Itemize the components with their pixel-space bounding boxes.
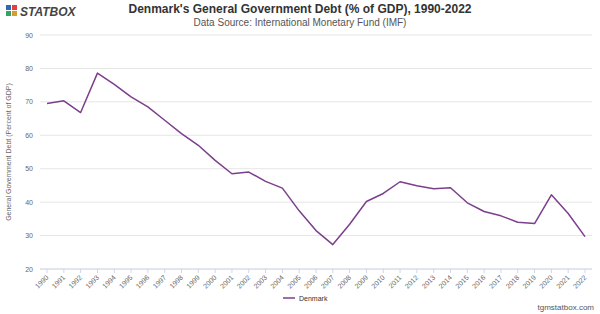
- logo: STATBOX: [6, 5, 77, 19]
- y-tick-label: 20: [25, 266, 33, 273]
- x-tick: [164, 269, 165, 273]
- y-tick-label: 70: [25, 98, 33, 105]
- grid-line: [40, 35, 592, 36]
- x-tick: [568, 269, 569, 273]
- x-tick-label: 2011: [387, 274, 403, 290]
- x-tick-label: 1999: [185, 274, 201, 290]
- legend-swatch: [283, 297, 295, 299]
- x-tick: [433, 269, 434, 273]
- x-tick: [517, 269, 518, 273]
- x-tick: [467, 269, 468, 273]
- x-tick-label: 1992: [67, 274, 83, 290]
- x-tick-label: 1995: [118, 274, 134, 290]
- logo-text: STATBOX: [20, 5, 77, 19]
- x-tick-label: 1993: [84, 274, 100, 290]
- subtitle: Data Source: International Monetary Fund…: [194, 17, 407, 28]
- x-tick-label: 2009: [353, 274, 369, 290]
- x-tick-label: 2021: [555, 274, 571, 290]
- y-tick-label: 60: [25, 132, 33, 139]
- x-tick-label: 1996: [135, 274, 151, 290]
- x-tick-label: 1994: [101, 274, 117, 290]
- x-tick-label: 2001: [219, 274, 235, 290]
- grid-line: [40, 168, 592, 169]
- x-tick-label: 2003: [252, 274, 268, 290]
- x-tick: [80, 269, 81, 273]
- title: Denmark's General Government Debt (% of …: [129, 2, 472, 16]
- x-tick: [131, 269, 132, 273]
- x-tick: [551, 269, 552, 273]
- x-tick: [316, 269, 317, 273]
- x-tick: [248, 269, 249, 273]
- x-tick: [265, 269, 266, 273]
- x-tick: [97, 269, 98, 273]
- x-tick: [534, 269, 535, 273]
- x-tick: [500, 269, 501, 273]
- x-tick: [332, 269, 333, 273]
- x-tick: [147, 269, 148, 273]
- grid-line: [40, 101, 592, 102]
- x-tick-label: 2010: [370, 274, 386, 290]
- x-tick-label: 1998: [168, 274, 184, 290]
- logo-icon: [6, 5, 11, 10]
- y-tick-label: 30: [25, 232, 33, 239]
- x-tick-label: 2006: [303, 274, 319, 290]
- grid-line: [40, 68, 592, 69]
- y-axis-label: General Government Debt (Percent of GDP): [5, 83, 13, 221]
- logo-icon: [6, 11, 11, 16]
- chart: STATBOX Denmark's General Government Debt…: [0, 0, 600, 314]
- y-tick-label: 90: [25, 32, 33, 39]
- plot-area: [47, 73, 585, 244]
- grid-line: [40, 202, 592, 203]
- x-tick-label: 2020: [538, 274, 554, 290]
- x-tick-label: 1990: [34, 274, 50, 290]
- x-tick: [47, 269, 48, 273]
- x-tick-label: 2013: [420, 274, 436, 290]
- x-tick: [231, 269, 232, 273]
- x-tick: [416, 269, 417, 273]
- x-tick: [63, 269, 64, 273]
- grid-line: [40, 235, 592, 236]
- x-tick-label: 1991: [51, 274, 67, 290]
- x-tick-label: 2002: [235, 274, 251, 290]
- x-tick-label: 2008: [336, 274, 352, 290]
- x-tick-label: 2017: [488, 274, 504, 290]
- x-tick-label: 2000: [202, 274, 218, 290]
- watermark: tgmstatbox.com: [538, 303, 595, 312]
- x-tick: [215, 269, 216, 273]
- x-tick: [181, 269, 182, 273]
- x-tick-label: 2015: [454, 274, 470, 290]
- x-tick: [299, 269, 300, 273]
- x-tick: [114, 269, 115, 273]
- x-tick-label: 2012: [404, 274, 420, 290]
- x-tick-label: 2005: [286, 274, 302, 290]
- grid-line: [40, 135, 592, 136]
- y-tick-label: 50: [25, 165, 33, 172]
- x-tick: [585, 269, 586, 273]
- x-tick: [383, 269, 384, 273]
- y-tick-label: 80: [25, 65, 33, 72]
- x-tick-label: 2018: [504, 274, 520, 290]
- x-tick: [366, 269, 367, 273]
- x-tick: [198, 269, 199, 273]
- x-tick-label: 2016: [471, 274, 487, 290]
- logo-icon: [12, 11, 17, 16]
- legend-label: Denmark: [299, 295, 328, 302]
- x-tick: [400, 269, 401, 273]
- x-tick-label: 2022: [572, 274, 588, 290]
- y-tick-label: 40: [25, 199, 33, 206]
- logo-icon: [12, 5, 17, 10]
- x-tick: [282, 269, 283, 273]
- x-tick-label: 2014: [437, 274, 453, 290]
- x-tick: [349, 269, 350, 273]
- x-tick-label: 2004: [269, 274, 285, 290]
- x-tick-label: 1997: [151, 274, 167, 290]
- x-tick: [450, 269, 451, 273]
- x-tick-label: 2019: [521, 274, 537, 290]
- line: [47, 73, 585, 244]
- x-tick-label: 2007: [320, 274, 336, 290]
- x-tick: [484, 269, 485, 273]
